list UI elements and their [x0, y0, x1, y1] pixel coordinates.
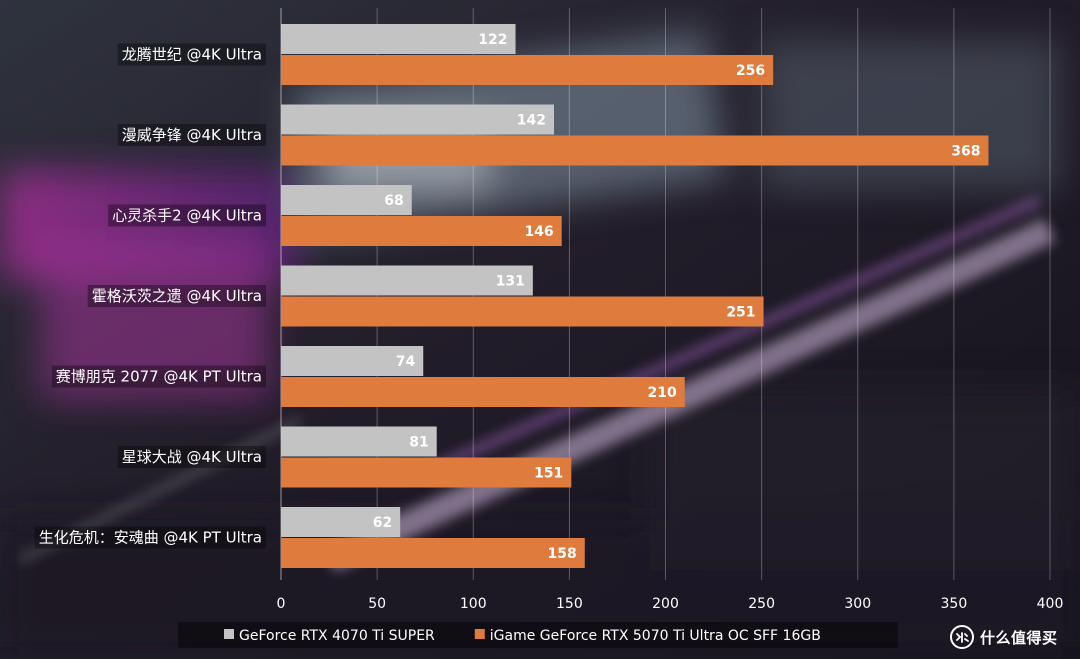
- tick-label: 250: [748, 596, 775, 612]
- category-label: 漫威争锋 @4K Ultra: [122, 126, 262, 144]
- data-label: 146: [524, 224, 553, 240]
- x-axis-ticks: 0 50 100 150 200 250 300 350 400: [277, 596, 1064, 612]
- legend-swatch: [474, 629, 485, 639]
- category-label: 生化危机：安魂曲 @4K PT Ultra: [39, 529, 262, 547]
- bar: [281, 538, 585, 568]
- category-label: 心灵杀手2 @4K Ultra: [112, 207, 262, 225]
- bar: [281, 296, 764, 327]
- category-labels: 龙腾世纪 @4K Ultra 漫威争锋 @4K Ultra 心灵杀手2 @4K Ul…: [34, 43, 266, 549]
- bar: [281, 265, 533, 296]
- category-label: 霍格沃茨之遗 @4K Ultra: [92, 287, 262, 305]
- watermark: 什么值得买: [950, 622, 1058, 652]
- bar: [281, 346, 424, 376]
- tick-label: 0: [277, 596, 286, 612]
- tick-label: 150: [556, 596, 583, 612]
- bar: [281, 426, 437, 457]
- legend-background: [178, 622, 898, 648]
- data-label: 368: [951, 144, 980, 160]
- bar: [281, 507, 401, 537]
- smzdm-logo-icon: [950, 625, 974, 649]
- tick-label: 350: [941, 596, 968, 612]
- category-label: 龙腾世纪 @4K Ultra: [122, 46, 262, 64]
- bar: [281, 185, 412, 215]
- data-label: 151: [534, 466, 563, 482]
- category-label-bg: [117, 43, 266, 66]
- bars: 122 256 142 368 68 146 131 251 74 210 81 151 62 158: [281, 24, 989, 568]
- bar: [281, 377, 685, 407]
- bar: [281, 216, 562, 246]
- bar: [281, 55, 774, 85]
- watermark-text: 什么值得买: [980, 628, 1058, 647]
- data-label: 62: [373, 515, 392, 531]
- bar: [281, 457, 572, 488]
- category-label: 赛博朋克 2077 @4K PT Ultra: [56, 368, 262, 386]
- data-label: 122: [478, 32, 507, 48]
- category-label: 星球大战 @4K Ultra: [122, 448, 262, 466]
- data-label: 74: [396, 354, 416, 370]
- legend-entry: GeForce RTX 4070 Ti SUPER: [239, 628, 435, 644]
- data-label: 131: [496, 274, 525, 290]
- category-label-bg: [117, 124, 266, 146]
- data-label: 158: [548, 546, 577, 562]
- data-label: 81: [409, 435, 428, 451]
- bar: [281, 135, 989, 166]
- data-label: 256: [736, 63, 765, 79]
- data-label: 68: [384, 193, 403, 209]
- legend-swatch: [224, 629, 234, 639]
- data-label: 251: [726, 305, 755, 321]
- legend-entry: iGame GeForce RTX 5070 Ti Ultra OC SFF 1…: [490, 628, 821, 644]
- tick-label: 200: [652, 596, 679, 612]
- category-label-bg: [117, 446, 266, 468]
- bar: [281, 104, 554, 135]
- tick-label: 400: [1037, 596, 1064, 612]
- category-label-bg: [108, 204, 266, 227]
- category-label-bg: [34, 526, 266, 549]
- tick-label: 100: [460, 596, 487, 612]
- category-label-bg: [87, 285, 266, 307]
- bar: [281, 24, 516, 54]
- legend: GeForce RTX 4070 Ti SUPER iGame GeForce R…: [178, 622, 898, 648]
- tick-label: 50: [368, 596, 386, 612]
- category-label-bg: [51, 365, 266, 388]
- tick-label: 300: [844, 596, 871, 612]
- data-label: 210: [647, 385, 676, 401]
- data-label: 142: [517, 113, 546, 129]
